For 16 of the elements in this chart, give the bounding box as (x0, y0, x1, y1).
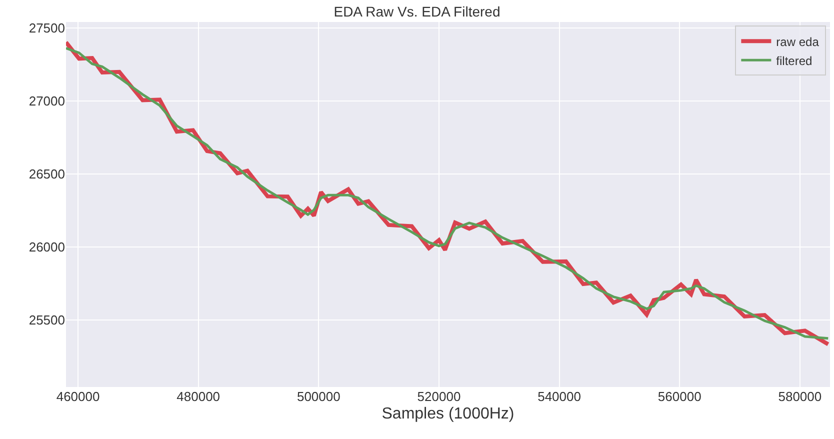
y-tick-label: 25500 (28, 312, 65, 328)
x-axis-title: Samples (1000Hz) (382, 406, 514, 423)
x-tick-label: 580000 (778, 389, 822, 404)
y-tick-label: 27500 (28, 20, 65, 36)
x-tick-label: 560000 (658, 389, 702, 404)
y-tick-label: 27000 (28, 93, 65, 108)
x-tick-label: 460000 (56, 389, 100, 404)
x-tick-label: 500000 (296, 389, 340, 404)
y-tick-label: 26500 (28, 166, 65, 182)
legend-label: raw eda (776, 34, 820, 49)
legend-label: filtered (776, 54, 812, 68)
x-tick-label: 520000 (417, 389, 461, 404)
y-tick-label: 26000 (28, 239, 65, 254)
x-tick-label: 540000 (538, 389, 581, 404)
x-tick-label: 480000 (176, 389, 220, 404)
chart-title: EDA Raw Vs. EDA Filtered (334, 3, 500, 20)
